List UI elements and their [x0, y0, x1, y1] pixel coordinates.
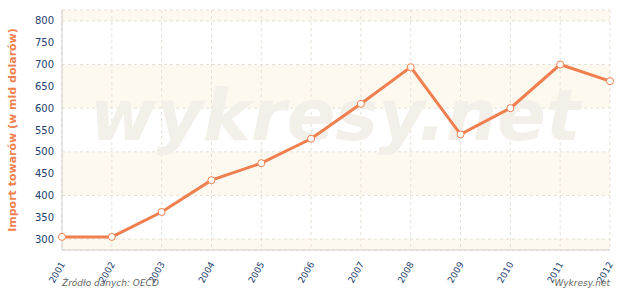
svg-text:400: 400	[35, 190, 54, 201]
svg-text:2003: 2003	[146, 260, 167, 285]
svg-text:750: 750	[35, 37, 54, 48]
html-text:Źródło danych: OECD: Źródło danych: OECD	[62, 278, 159, 288]
svg-text:500: 500	[35, 146, 54, 157]
svg-text:2001: 2001	[47, 260, 68, 285]
html-text:Wykresy.net: Wykresy.net	[554, 278, 610, 288]
svg-text:300: 300	[35, 234, 54, 245]
svg-text:2008: 2008	[396, 260, 416, 285]
svg-text:2002: 2002	[96, 260, 117, 285]
svg-text:800: 800	[35, 15, 54, 26]
svg-text:2006: 2006	[296, 260, 316, 285]
svg-text:2009: 2009	[446, 260, 466, 285]
svg-text:2005: 2005	[246, 260, 266, 285]
svg-text:2007: 2007	[346, 260, 366, 285]
svg-text:600: 600	[35, 103, 54, 114]
svg-text:450: 450	[35, 168, 54, 179]
svg-text:550: 550	[35, 125, 54, 136]
svg-text:Import towarów (w mld dolarów): Import towarów (w mld dolarów)	[8, 28, 19, 232]
svg-text:2010: 2010	[495, 260, 515, 285]
svg-text:700: 700	[35, 59, 54, 70]
svg-text:650: 650	[35, 81, 54, 92]
svg-text:2011: 2011	[545, 260, 566, 285]
svg-text:wykresy.net: wykresy.net	[90, 73, 583, 157]
svg-text:2004: 2004	[197, 260, 217, 285]
svg-text:350: 350	[35, 212, 54, 223]
